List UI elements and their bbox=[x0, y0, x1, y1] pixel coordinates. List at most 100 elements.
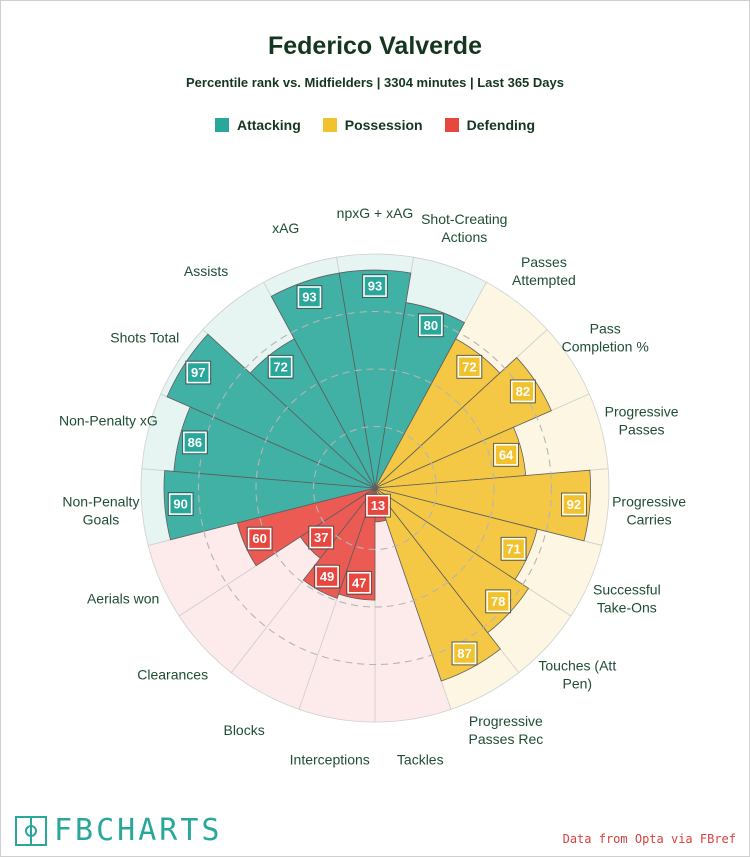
bar-shot-creating-actions bbox=[374, 302, 466, 489]
value-label-progressive-passes: 64 bbox=[499, 447, 514, 462]
metric-label-shots-total: Shots Total bbox=[110, 330, 179, 346]
value-label-touches-att-pen: 78 bbox=[491, 594, 505, 609]
metric-label-clearances: Clearances bbox=[137, 666, 208, 682]
value-label-blocks: 49 bbox=[320, 569, 334, 584]
value-box-progressive-passes bbox=[494, 444, 518, 466]
metric-label-assists: Assists bbox=[184, 263, 228, 279]
value-box-blocks bbox=[315, 565, 339, 588]
value-box-border-passes-attempted bbox=[456, 354, 483, 379]
value-label-pass-completion: 82 bbox=[516, 384, 530, 399]
value-box-border-non-penalty-goals bbox=[167, 492, 194, 517]
value-label-non-penalty-goals: 90 bbox=[173, 497, 187, 512]
legend: Attacking Possession Defending bbox=[0, 117, 750, 133]
value-box-non-penalty-xg bbox=[183, 431, 207, 454]
metric-label-non-penalty-xg: Non-Penalty xG bbox=[59, 412, 158, 428]
bar-non-penalty-goals bbox=[163, 470, 376, 541]
bar-progressive-carries bbox=[374, 469, 591, 542]
value-box-tackles bbox=[366, 494, 390, 517]
metric-label-tackles: Tackles bbox=[397, 751, 444, 767]
value-box-non-penalty-goals bbox=[168, 493, 193, 515]
metric-label-aerials-won: Aerials won bbox=[87, 590, 159, 606]
metric-label-passes-attempted: Passes Attempted bbox=[512, 254, 576, 288]
value-box-border-clearances bbox=[308, 525, 335, 550]
value-box-pass-completion bbox=[511, 380, 535, 403]
value-box-assists bbox=[268, 356, 293, 378]
metric-label-touches-att-pen: Touches (Att Pen) bbox=[538, 657, 616, 691]
value-box-shot-creating-actions bbox=[419, 314, 443, 337]
value-box-border-touches-att-pen bbox=[485, 589, 512, 614]
legend-label-defending: Defending bbox=[466, 117, 536, 133]
brand-name: FBCHARTS bbox=[54, 813, 223, 848]
metric-label-pass-completion: Pass Completion % bbox=[562, 321, 649, 355]
value-label-shot-creating-actions: 80 bbox=[424, 318, 438, 333]
metric-label-blocks: Blocks bbox=[223, 722, 264, 738]
value-box-border-tackles bbox=[365, 493, 391, 518]
value-label-xag: 93 bbox=[302, 290, 316, 305]
metric-label-npxg-xag: npxG + xAG bbox=[337, 205, 414, 221]
metric-label-non-penalty-goals: Non-Penalty Goals bbox=[62, 494, 139, 528]
value-label-assists: 72 bbox=[273, 359, 287, 374]
brand-logo: FBCHARTS bbox=[14, 813, 223, 848]
grid-circle-75 bbox=[197, 310, 553, 666]
value-box-border-pass-completion bbox=[509, 379, 536, 404]
value-box-border-successful-take-ons bbox=[500, 536, 527, 561]
value-box-border-shot-creating-actions bbox=[417, 313, 444, 338]
legend-item-attacking: Attacking bbox=[214, 117, 301, 133]
value-box-aerials-won bbox=[247, 527, 272, 550]
chart-title: Federico Valverde bbox=[267, 32, 482, 60]
value-box-border-npxg-xag bbox=[362, 274, 388, 299]
value-box-npxg-xag bbox=[363, 275, 387, 297]
legend-label-attacking: Attacking bbox=[236, 117, 301, 133]
value-box-interceptions bbox=[347, 572, 371, 594]
value-box-progressive-passes-rec bbox=[452, 642, 477, 665]
value-box-shots-total bbox=[186, 361, 211, 384]
metric-label-shot-creating-actions: Shot-Creating Actions bbox=[421, 211, 507, 245]
value-box-border-xag bbox=[296, 285, 323, 309]
value-box-border-progressive-carries bbox=[561, 492, 587, 517]
value-label-shots-total: 97 bbox=[191, 365, 205, 380]
legend-item-defending: Defending bbox=[444, 117, 536, 133]
value-box-border-progressive-passes-rec bbox=[451, 641, 478, 666]
value-label-passes-attempted: 72 bbox=[462, 359, 476, 374]
value-label-npxg-xag: 93 bbox=[368, 279, 382, 294]
value-box-clearances bbox=[309, 526, 333, 549]
legend-label-possession: Possession bbox=[344, 117, 423, 133]
metric-label-progressive-passes: Progressive Passes bbox=[605, 403, 679, 437]
value-box-touches-att-pen bbox=[486, 590, 510, 613]
value-label-progressive-carries: 92 bbox=[567, 497, 581, 512]
value-label-tackles: 13 bbox=[371, 498, 385, 513]
value-label-progressive-passes-rec: 87 bbox=[457, 646, 471, 661]
value-box-border-aerials-won bbox=[246, 526, 273, 551]
metric-label-successful-take-ons: Successful Take-Ons bbox=[593, 581, 661, 615]
chart-subtitle: Percentile rank vs. Midfielders | 3304 m… bbox=[186, 75, 564, 90]
legend-swatch-defending bbox=[444, 118, 459, 132]
value-box-border-interceptions bbox=[346, 570, 373, 595]
value-box-border-shots-total bbox=[185, 360, 212, 385]
bar-pass-completion bbox=[374, 356, 552, 489]
metric-label-progressive-passes-rec: Progressive Passes Rec bbox=[469, 713, 544, 747]
value-box-xag bbox=[297, 286, 322, 308]
value-box-successful-take-ons bbox=[501, 538, 526, 560]
metric-label-xag: xAG bbox=[272, 220, 299, 236]
value-label-aerials-won: 60 bbox=[252, 531, 266, 546]
metric-label-interceptions: Interceptions bbox=[290, 751, 370, 767]
value-box-border-blocks bbox=[314, 564, 340, 589]
legend-swatch-possession bbox=[322, 118, 337, 132]
legend-swatch-attacking bbox=[214, 118, 229, 132]
legend-item-possession: Possession bbox=[322, 117, 423, 133]
value-box-border-progressive-passes bbox=[493, 442, 519, 467]
value-label-clearances: 37 bbox=[314, 530, 328, 545]
value-box-border-non-penalty-xg bbox=[181, 430, 208, 455]
value-box-passes-attempted bbox=[457, 356, 482, 378]
bar-shots-total bbox=[166, 333, 376, 489]
grid-circle-25 bbox=[312, 425, 438, 551]
pitch-icon bbox=[15, 815, 47, 846]
value-label-interceptions: 47 bbox=[352, 575, 366, 590]
value-box-progressive-carries bbox=[562, 493, 586, 516]
value-label-non-penalty-xg: 86 bbox=[188, 435, 202, 450]
metric-label-progressive-carries: Progressive Carries bbox=[612, 494, 686, 528]
data-source: Data from Opta via FBref bbox=[562, 832, 736, 846]
bar-progressive-passes-rec bbox=[374, 487, 501, 682]
grid-circle-50 bbox=[255, 368, 495, 608]
